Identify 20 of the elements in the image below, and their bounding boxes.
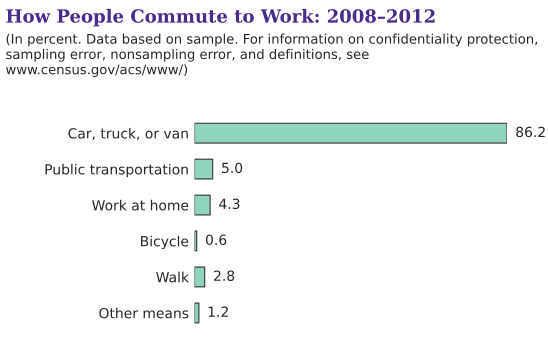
bar [194,230,198,252]
bar [194,302,200,324]
data-label: 4.3 [219,198,240,210]
data-label: 2.8 [214,270,234,281]
data-label: 5.0 [222,162,242,174]
y-tick-label: Bicycle [141,236,188,250]
data-label: 0.6 [206,234,226,246]
y-tick-label: Public transportation [46,164,188,178]
bar [194,158,214,180]
y-tick-label: Car, truck, or van [68,128,188,140]
bar [194,266,206,288]
y-tick-label: Walk [156,272,189,282]
bar [194,122,507,144]
chart-subtitle: (In percent. Data based on sample. For information on confidentiality protection, sampling error, nonsampling error, and definitions, see www.census.gov/acs/www/) [6,34,538,77]
chart-title: How People Commute to Work: 2008–2012 [6,8,435,26]
y-tick-label: Other means [99,308,188,318]
data-label: 86.2 [516,126,545,138]
y-tick-label: Work at home [92,200,188,211]
bar [194,194,211,216]
data-label: 1.2 [208,306,228,317]
